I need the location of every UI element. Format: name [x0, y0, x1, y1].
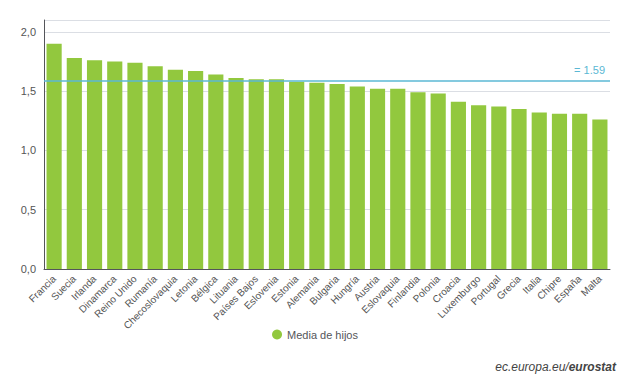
svg-text:2,0: 2,0 — [21, 26, 36, 38]
svg-text:Rumanía: Rumanía — [122, 273, 160, 310]
svg-text:Bulgaria: Bulgaria — [307, 273, 341, 307]
svg-text:Checoslovaquia: Checoslovaquia — [121, 273, 179, 331]
svg-text:Media de hijos: Media de hijos — [287, 329, 358, 341]
svg-text:Chipre: Chipre — [534, 273, 564, 302]
svg-text:Alemania: Alemania — [283, 273, 321, 311]
svg-text:Luxemburgo: Luxemburgo — [435, 273, 483, 321]
svg-text:Países Bajos: Países Bajos — [211, 273, 261, 323]
svg-text:España: España — [551, 273, 584, 305]
svg-text:Lituania: Lituania — [207, 273, 240, 306]
svg-text:Eslovaquia: Eslovaquia — [359, 273, 402, 316]
svg-text:Dinamarca: Dinamarca — [76, 273, 119, 315]
svg-text:Portugal: Portugal — [468, 273, 503, 308]
svg-text:Polonia: Polonia — [410, 273, 443, 305]
svg-text:Finlandia: Finlandia — [385, 273, 422, 310]
svg-text:Estonia: Estonia — [269, 273, 301, 305]
svg-text:Malta: Malta — [579, 273, 604, 298]
svg-text:1,0: 1,0 — [21, 144, 36, 156]
svg-text:Grecia: Grecia — [494, 273, 523, 302]
svg-text:Letonia: Letonia — [168, 273, 200, 305]
svg-text:Italia: Italia — [520, 273, 544, 296]
svg-text:Croacia: Croacia — [430, 273, 463, 306]
svg-text:0,5: 0,5 — [21, 204, 36, 216]
svg-text:Eslovenia: Eslovenia — [242, 273, 281, 312]
svg-text:= 1.59: = 1.59 — [574, 64, 605, 76]
svg-text:Austria: Austria — [351, 273, 382, 303]
svg-text:Suecia: Suecia — [48, 273, 79, 303]
svg-text:eurostat: eurostat — [569, 360, 617, 374]
svg-text:Reino Unido: Reino Unido — [92, 273, 139, 320]
svg-text:ec.europa.eu/: ec.europa.eu/ — [495, 360, 570, 374]
svg-text:Francia: Francia — [26, 273, 58, 305]
svg-text:Hungría: Hungría — [328, 273, 362, 306]
svg-text:Bélgica: Bélgica — [188, 273, 220, 304]
svg-text:Irlanda: Irlanda — [69, 273, 99, 303]
svg-text:0,0: 0,0 — [21, 263, 36, 275]
svg-text:1,5: 1,5 — [21, 85, 36, 97]
